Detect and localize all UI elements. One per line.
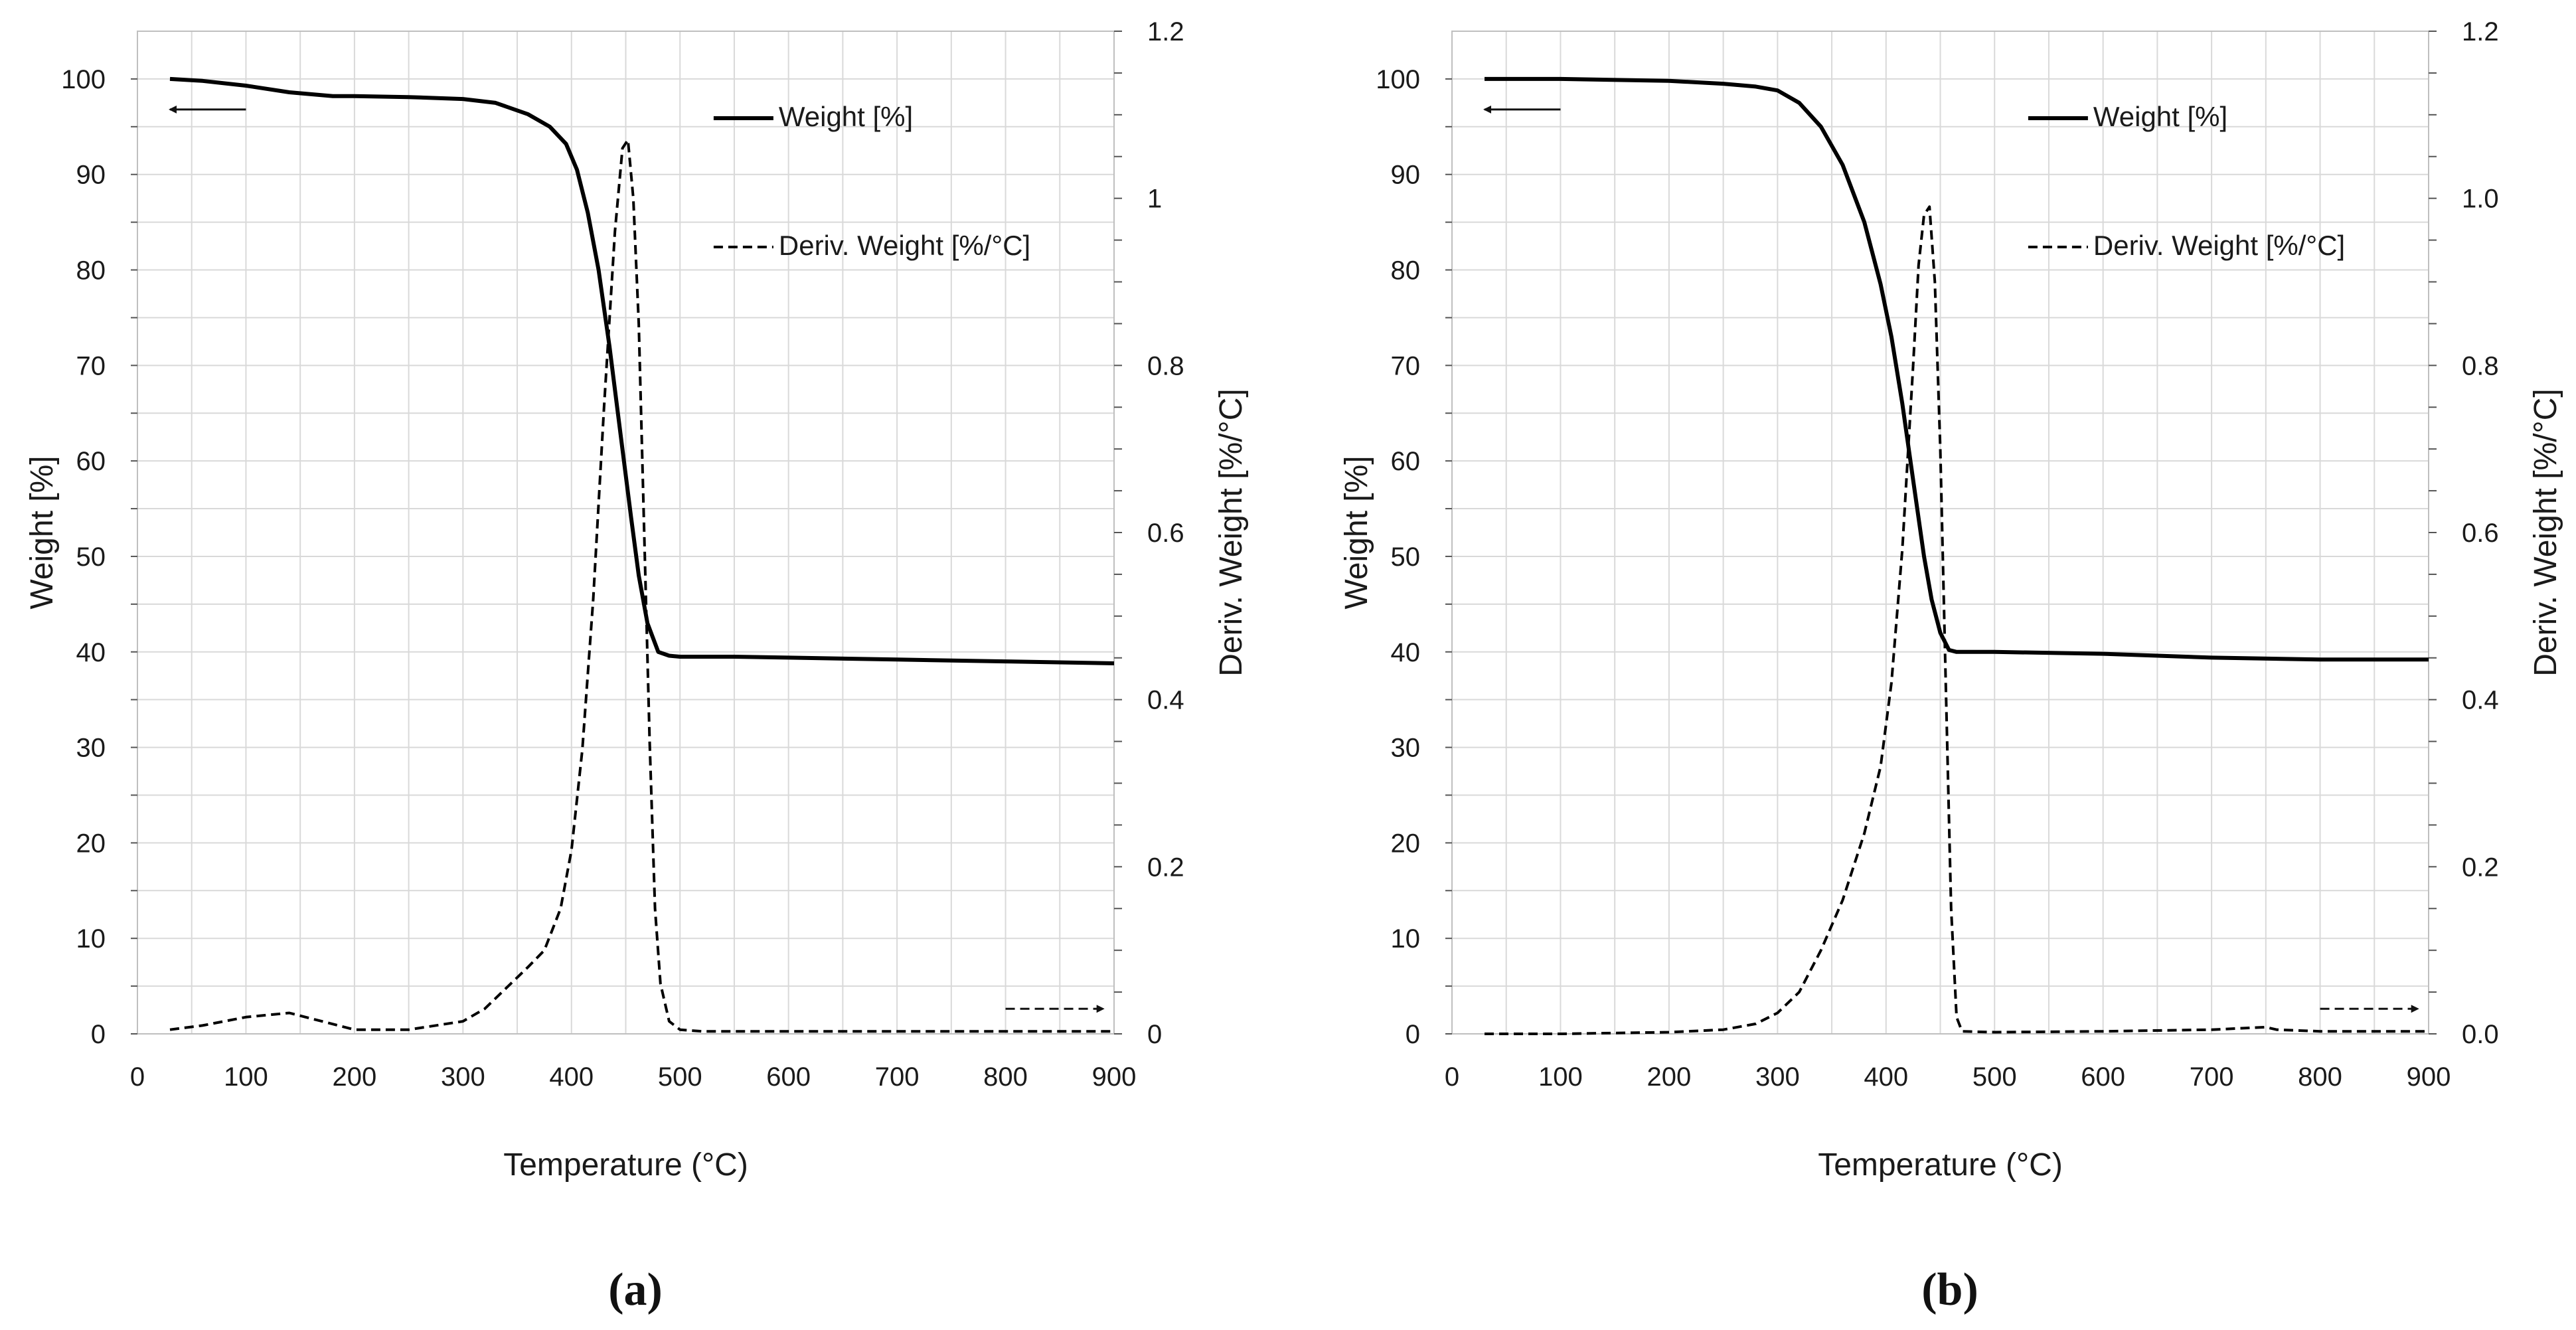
y-tick-label: 10 (1391, 924, 1421, 954)
deriv-weight-series-line (1485, 205, 2429, 1035)
x-axis-title: Temperature (°C) (503, 1147, 748, 1183)
y-tick-label: 70 (76, 351, 106, 380)
y-tick-label: 40 (76, 638, 106, 667)
x-tick-label: 400 (1864, 1062, 1908, 1092)
y-tick-label: 50 (76, 542, 106, 572)
x-tick-label: 700 (875, 1062, 920, 1092)
x-tick-label: 0 (130, 1062, 145, 1092)
x-tick-label: 0 (1445, 1062, 1459, 1092)
y2-axis-title: Deriv. Weight [%/°C] (1214, 388, 1249, 677)
y2-tick-label: 0.8 (1147, 351, 1184, 380)
x-tick-label: 300 (441, 1062, 485, 1092)
y2-axis-title: Deriv. Weight [%/°C] (2528, 388, 2563, 677)
x-tick-label: 600 (2081, 1062, 2125, 1092)
y2-tick-label: 0.6 (2462, 519, 2499, 548)
x-tick-label: 200 (333, 1062, 377, 1092)
panel-label: (b) (1921, 1264, 1978, 1315)
y-tick-label: 100 (61, 65, 106, 94)
x-tick-label: 100 (224, 1062, 268, 1092)
y-tick-label: 70 (1391, 351, 1421, 380)
y-tick-label: 90 (1391, 161, 1421, 190)
y2-tick-label: 0.2 (2462, 853, 2499, 882)
x-tick-label: 400 (549, 1062, 594, 1092)
y-tick-label: 90 (76, 161, 106, 190)
y2-tick-label: 1 (1147, 185, 1162, 214)
y2-tick-label: 0.0 (2462, 1020, 2499, 1049)
x-tick-label: 800 (2298, 1062, 2342, 1092)
y-tick-label: 20 (76, 829, 106, 858)
y-tick-label: 20 (1391, 829, 1421, 858)
legend-label: Weight [%] (2093, 101, 2227, 132)
x-tick-label: 900 (2407, 1062, 2451, 1092)
panel-label: (a) (608, 1264, 663, 1315)
y-axis-title: Weight [%] (1339, 456, 1374, 609)
y2-tick-label: 0.6 (1147, 519, 1184, 548)
x-tick-label: 500 (658, 1062, 702, 1092)
legend-label: Deriv. Weight [%/°C] (779, 230, 1030, 261)
x-tick-label: 100 (1538, 1062, 1583, 1092)
y2-tick-label: 1.0 (2462, 185, 2499, 214)
y2-tick-label: 1.2 (1147, 17, 1184, 46)
x-tick-label: 200 (1647, 1062, 1692, 1092)
weight-series-line (1485, 76, 2429, 662)
legend-label: Weight [%] (779, 101, 913, 132)
y2-tick-label: 1.2 (2462, 17, 2499, 46)
chart-panel-1: 0 100 200 300 400 500 600 700 800 900010203040506… (25, 17, 1249, 1315)
deriv-weight-series-line (169, 138, 1114, 1033)
y-tick-label: 100 (1376, 65, 1420, 94)
y2-tick-label: 0.2 (1147, 853, 1184, 882)
y-tick-label: 60 (76, 447, 106, 476)
y-tick-label: 40 (1391, 638, 1421, 667)
chart-panel-2: 0 100 200 300 400 500 600 700 800 900 0 10 20 30 40 50 6… (1339, 17, 2563, 1315)
y2-tick-label: 0.4 (1147, 686, 1184, 715)
y-tick-label: 0 (91, 1020, 106, 1049)
x-tick-label: 500 (1972, 1062, 2017, 1092)
x-tick-label: 700 (2190, 1062, 2234, 1092)
y-tick-label: 30 (76, 734, 106, 763)
x-axis-title: Temperature (°C) (1818, 1147, 2063, 1183)
x-tick-label: 800 (983, 1062, 1028, 1092)
y-tick-label: 30 (1391, 734, 1421, 763)
y2-tick-label: 0.8 (2462, 351, 2499, 380)
y2-tick-label: 0.4 (2462, 686, 2499, 715)
y-axis-title: Weight [%] (25, 456, 60, 609)
weight-series-line (169, 76, 1115, 665)
legend-label: Deriv. Weight [%/°C] (2093, 230, 2345, 261)
y-tick-label: 10 (76, 924, 106, 954)
y-tick-label: 80 (1391, 256, 1421, 286)
x-tick-label: 900 (1092, 1062, 1137, 1092)
x-tick-label: 600 (766, 1062, 811, 1092)
y-tick-label: 60 (1391, 447, 1421, 476)
y-tick-label: 50 (1391, 542, 1421, 572)
y-tick-label: 0 (1406, 1020, 1420, 1049)
y-tick-label: 80 (76, 256, 106, 286)
x-tick-label: 300 (1755, 1062, 1800, 1092)
y2-tick-label: 0 (1147, 1020, 1162, 1049)
